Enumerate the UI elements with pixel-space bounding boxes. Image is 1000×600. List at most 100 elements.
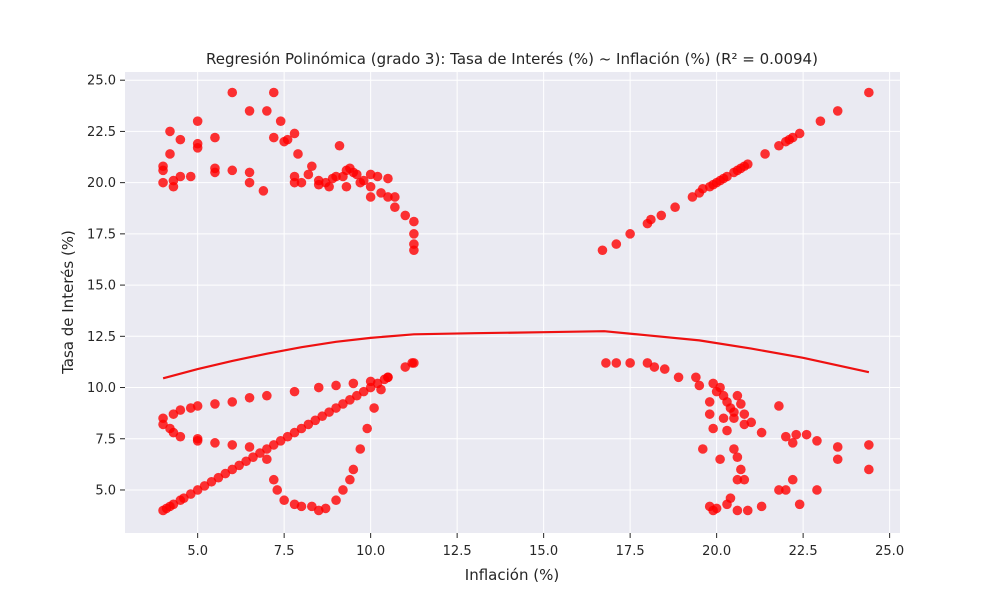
data-point xyxy=(725,493,736,503)
data-point xyxy=(369,403,379,413)
data-point xyxy=(331,380,341,391)
data-point xyxy=(234,460,244,471)
data-point xyxy=(787,132,798,143)
data-point xyxy=(774,485,784,495)
data-point xyxy=(736,464,746,475)
data-point xyxy=(864,464,874,475)
data-point xyxy=(296,177,307,188)
data-point xyxy=(864,440,874,450)
data-point xyxy=(687,192,698,202)
data-point xyxy=(732,474,743,485)
data-point xyxy=(400,210,411,221)
data-point xyxy=(282,134,293,145)
data-point xyxy=(272,485,283,495)
y-tick-label: 10.0 xyxy=(87,381,116,396)
data-point xyxy=(711,503,722,514)
data-point xyxy=(268,440,279,450)
data-point xyxy=(210,163,220,174)
data-point xyxy=(262,454,272,465)
data-point xyxy=(742,505,753,516)
data-point xyxy=(355,444,366,454)
data-point xyxy=(168,427,179,438)
data-point xyxy=(192,401,203,411)
data-point xyxy=(832,442,843,452)
data-point xyxy=(192,485,203,495)
data-point xyxy=(227,397,238,407)
data-point xyxy=(732,390,743,401)
data-point xyxy=(673,372,684,383)
data-point xyxy=(275,436,286,446)
data-point xyxy=(383,192,393,202)
data-point xyxy=(704,409,715,419)
data-point xyxy=(697,444,708,454)
data-point xyxy=(227,464,238,475)
data-point xyxy=(348,378,359,389)
data-point xyxy=(625,229,635,239)
data-point xyxy=(739,474,750,485)
x-tick-label: 7.5 xyxy=(274,544,295,559)
x-tick-label: 10.0 xyxy=(356,544,385,559)
data-point xyxy=(409,245,419,256)
scatter-points xyxy=(158,87,874,516)
data-point xyxy=(722,425,732,436)
data-point xyxy=(781,431,791,442)
data-point xyxy=(625,358,635,368)
data-point xyxy=(268,474,279,485)
x-tick-label: 20.0 xyxy=(702,544,731,559)
data-point xyxy=(179,493,189,503)
data-point xyxy=(832,106,843,116)
data-point xyxy=(220,468,231,479)
data-point xyxy=(165,126,175,137)
data-point xyxy=(611,239,622,249)
data-point xyxy=(241,456,251,467)
data-point xyxy=(268,87,279,98)
x-tick-label: 17.5 xyxy=(616,544,645,559)
data-point xyxy=(801,429,812,440)
data-point xyxy=(324,181,334,192)
x-tick-label: 12.5 xyxy=(443,544,472,559)
data-point xyxy=(409,216,419,227)
data-point xyxy=(338,485,348,495)
fit-line xyxy=(162,330,870,380)
data-point xyxy=(168,409,179,419)
data-point xyxy=(248,452,258,462)
data-point xyxy=(227,440,238,450)
data-point xyxy=(334,140,345,151)
data-point xyxy=(390,202,400,213)
data-point xyxy=(704,397,715,407)
data-point xyxy=(376,188,386,198)
data-point xyxy=(289,177,300,188)
data-point xyxy=(722,171,732,182)
data-point xyxy=(409,229,419,239)
data-point xyxy=(407,358,417,368)
data-point xyxy=(736,399,746,409)
data-point xyxy=(715,382,725,393)
data-point xyxy=(175,134,186,145)
data-point xyxy=(345,474,355,485)
data-point xyxy=(338,399,348,409)
data-point xyxy=(365,376,376,387)
data-point xyxy=(812,436,822,446)
x-tick-label: 15.0 xyxy=(529,544,558,559)
data-point xyxy=(168,499,179,510)
data-point xyxy=(341,181,352,192)
x-axis-ticks: 5.0 7.5 10.0 12.5 15.0 17.5 20.0 22.5 25.0 xyxy=(187,533,904,559)
data-point xyxy=(192,433,203,444)
y-tick-label: 17.5 xyxy=(87,227,116,242)
data-point xyxy=(303,419,314,430)
data-point xyxy=(659,364,670,374)
data-point xyxy=(732,505,743,516)
data-point xyxy=(227,87,238,98)
data-point xyxy=(310,415,321,426)
data-point xyxy=(331,495,341,506)
data-point xyxy=(756,427,767,438)
data-point xyxy=(812,485,822,495)
x-axis-label: Inflación (%) xyxy=(465,566,559,584)
data-point xyxy=(708,423,718,434)
y-tick-label: 20.0 xyxy=(87,176,116,191)
data-point xyxy=(210,399,220,409)
data-point xyxy=(199,481,210,491)
data-point xyxy=(383,173,393,184)
data-point xyxy=(262,106,272,116)
